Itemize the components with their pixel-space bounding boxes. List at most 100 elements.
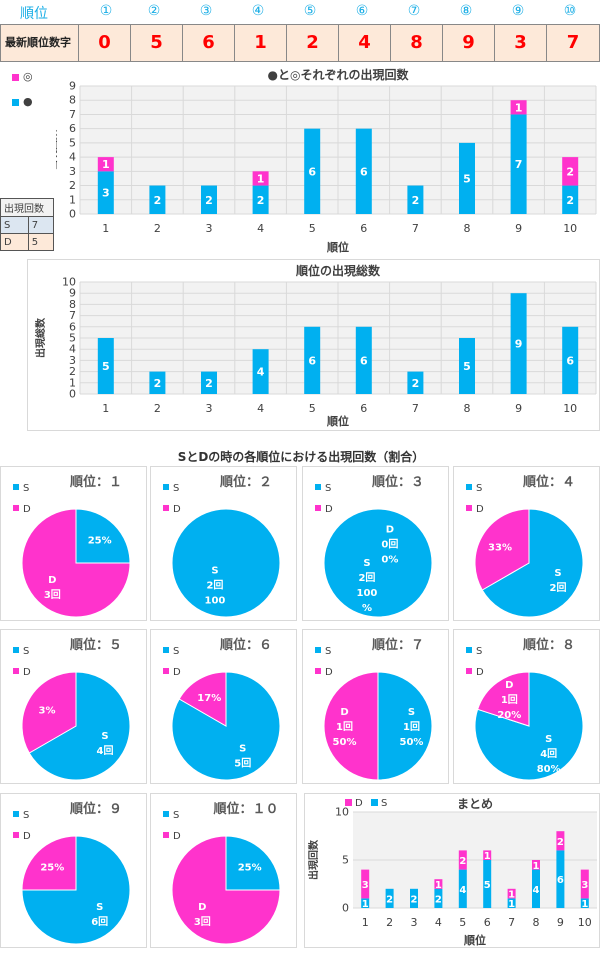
data-label: 5 [484,880,491,891]
legend-swatch [345,799,352,806]
x-axis-label: 順位 [327,414,349,428]
data-label: 1 [102,158,110,171]
legend-label: S [381,798,387,809]
data-label: 3 [581,880,588,891]
y-tick-label: 0 [69,388,76,401]
chart-title: ●と◎それぞれの出現回数 [268,67,410,82]
x-tick-label: 10 [563,222,577,235]
pie-label: 0% [381,555,398,566]
pie-slice [171,835,281,945]
data-label: 3 [362,880,369,891]
chart-appearance-count-panel: 0 1 2 3 4 5 6 7 8 9 1 3 1 2 2 3 2 4 2 1 5 6 6 6 7 2 8 5 9 7 1 10 2 2 ●と◎それ… [46,64,600,256]
legend-swatch [315,647,321,653]
rank-mark: ④ [251,3,265,19]
bar [407,185,424,214]
x-tick-label: 3 [206,402,213,415]
legend-swatch [163,832,169,838]
pie-panel: 順位：６ S D S 5回 17% [150,629,297,784]
y-tick-label: 6 [69,122,76,135]
legend-label: D [23,504,31,515]
x-tick-label: 3 [411,916,418,929]
chart-summary: 051011322324215426517118419621013まとめ順位出現… [307,797,597,947]
x-tick-label: 7 [412,402,419,415]
x-tick-label: 7 [508,916,515,929]
legend-label: S [23,810,29,821]
pie-slice [178,671,227,727]
pie-title: 順位：３ [372,474,424,490]
y-tick-label: 9 [69,80,76,93]
bar [556,831,565,851]
pie-title: 順位：９ [70,801,122,817]
pie-panel: 順位：２ S D S 2回 100 [150,466,297,621]
x-tick-label: 2 [154,402,161,415]
bar [97,171,114,214]
bar [507,898,516,908]
data-label: 1 [435,880,442,891]
y-tick-label: 7 [69,108,76,121]
y-tick-label: 0 [69,208,76,221]
latest-digit: 7 [546,25,599,61]
bar [355,326,372,394]
x-tick-label: 8 [464,402,471,415]
legend-label: S [476,646,482,657]
x-tick-label: 5 [309,402,316,415]
count-table-header: 出現回数 [0,198,54,217]
latest-digit: 6 [182,25,234,61]
bar [532,869,540,908]
data-label: 7 [515,158,523,171]
x-tick-label: 4 [435,916,442,929]
legend-swatch [13,668,19,674]
pie-slice [28,671,131,781]
x-tick-label: 7 [412,222,419,235]
latest-digit: 9 [442,25,494,61]
pie-label: D [386,525,394,536]
count-table-key: D [0,233,29,251]
latest-rank-label: 最新順位数字 [5,36,71,49]
legend-label: D [173,831,181,842]
pie-label: S [239,743,246,754]
pie-slice [21,671,77,754]
bar [355,128,372,214]
pie-label: % [362,603,372,614]
pie-slice [377,671,433,781]
x-tick-label: 2 [386,916,393,929]
data-label: 6 [557,875,564,886]
legend-swatch [163,505,169,511]
pie-title: 順位：２ [220,474,272,490]
pie-label: S [101,731,108,742]
pie-panel: 順位：５ S D S 4回 3% [0,629,147,784]
pie-title: 順位：１ [70,474,122,490]
legend-label: S [23,646,29,657]
bar [580,869,589,899]
pie-slice [477,671,530,727]
legend-swatch [13,811,19,817]
legend-label: S [476,483,482,494]
bar [458,850,467,870]
legend-swatch [466,484,472,490]
y-tick-label: 1 [69,376,76,389]
pie-label: 25% [40,862,64,873]
legend-label: D [23,667,31,678]
bar [580,898,589,908]
pie-title: 順位：７ [372,637,424,653]
chart-title: まとめ [457,797,493,811]
data-label: 9 [515,338,523,351]
x-tick-label: 4 [257,402,264,415]
pie-label: 5回 [234,757,251,769]
pie-label: 2回 [358,572,375,584]
pie-slice [75,508,131,564]
pie-label: S [408,707,415,718]
rank-mark: ⑨ [511,3,525,19]
data-label: 2 [257,194,265,207]
chart-summary-panel: 0 5 10 1 1 3 2 2 3 2 4 2 1 5 4 2 6 5 1 7 1 1 8 4 1 9 6 2 10 1 3 まとめ 順位 出現… [304,793,600,948]
pie-panel: 順位：９ S D S 6回 25% [0,793,147,948]
pie-panel: 順位：７ S D S 1回 50% D 1回 50% [302,629,449,784]
pie-label: 1回 [501,694,518,706]
data-label: 1 [484,851,491,862]
pie-label: S [545,734,552,745]
pie-panel: 順位：１０ S D 25% D 3回 [150,793,297,948]
pie-label: 100 [357,588,378,599]
data-label: 5 [463,360,471,373]
legend-swatch [466,505,472,511]
chart-total-count: 012345678910152232445666728599106順位の出現総数… [34,263,597,428]
